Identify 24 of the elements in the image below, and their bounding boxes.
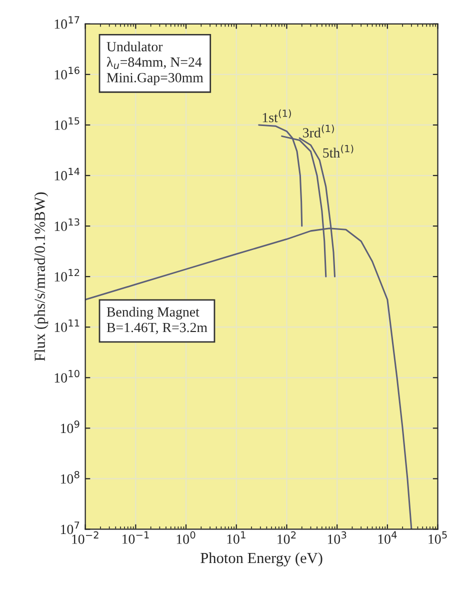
- x-axis-title: Photon Energy (eV): [200, 552, 322, 566]
- x-tick-label: 10$^{0}$: [176, 531, 196, 544]
- y-tick-label: 10$^{9}$: [60, 420, 80, 434]
- annotation: 3rd$^{(1)}$: [303, 124, 334, 138]
- y-tick-label: 10$^{11}$: [54, 319, 80, 332]
- x-tick-label: 10$^{5}$: [428, 531, 447, 544]
- y-tick-label: 10$^{8}$: [60, 470, 80, 484]
- y-tick-label: 10$^{12}$: [54, 268, 80, 282]
- y-tick-label: 10$^{14}$: [54, 168, 80, 180]
- annotation: 5th$^{(1)}$: [323, 144, 354, 158]
- x-tick-label: 10$^{4}$: [378, 531, 397, 544]
- x-tick-label: 10$^{2}$: [278, 531, 296, 544]
- y-tick-label: 10$^{17}$: [54, 16, 80, 29]
- x-tick-label: 10$^{−1}$: [122, 531, 149, 544]
- y-tick-label: 10$^{10}$: [54, 370, 80, 383]
- annotation: Bending Magnet B=1.46T, R=3.2m: [106, 306, 208, 334]
- annotation: Undulator λ$_{u}$=84mm, N=24 Mini.Gap=30mm: [106, 42, 204, 86]
- y-tick-label: 10$^{13}$: [54, 218, 80, 231]
- y-axis-title: Flux (phs/s/mrad/0.1%BW): [34, 192, 48, 362]
- x-tick-label: 10$^{1}$: [227, 531, 246, 544]
- annotation: 1st$^{(1)}$: [262, 109, 291, 122]
- y-tick-label: 10$^{15}$: [54, 117, 80, 130]
- y-tick-label: 10$^{16}$: [54, 66, 80, 80]
- x-tick-label: 10$^{3}$: [328, 531, 346, 544]
